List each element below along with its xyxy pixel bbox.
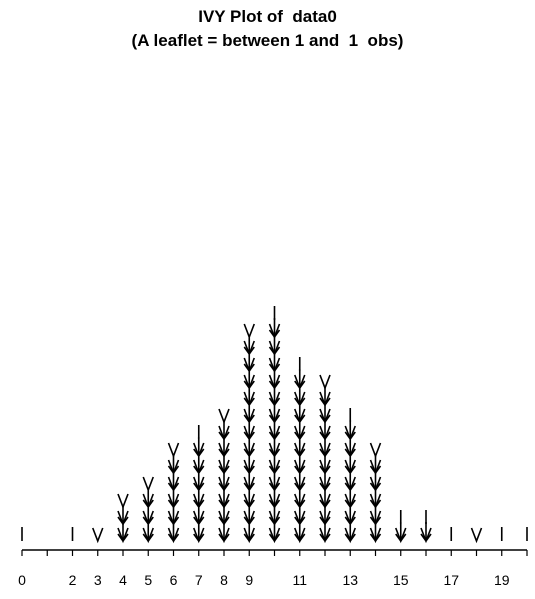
ivy-column bbox=[369, 442, 382, 544]
ivy-column bbox=[117, 493, 129, 544]
ivy-v-leaf bbox=[142, 476, 154, 493]
chart-subtitle: (A leaflet = between 1 and 1 obs) bbox=[131, 31, 404, 50]
ivy-column bbox=[344, 408, 356, 544]
ivy-arrow bbox=[294, 369, 306, 391]
ivy-column bbox=[167, 442, 180, 544]
ivy-arrow bbox=[344, 420, 356, 442]
ivy-column bbox=[243, 323, 255, 544]
ivy-arrow bbox=[268, 318, 281, 340]
ivy-column bbox=[420, 510, 432, 544]
ivy-v-leaf bbox=[117, 493, 129, 510]
x-tick-label: 13 bbox=[342, 572, 358, 588]
x-tick-label: 8 bbox=[220, 572, 228, 588]
ivy-column bbox=[142, 476, 154, 544]
ivy-arrow bbox=[193, 437, 205, 459]
ivy-arrow bbox=[395, 522, 407, 544]
ivy-v-leaf bbox=[167, 442, 180, 459]
x-tick-label: 15 bbox=[393, 572, 409, 588]
x-tick-label: 11 bbox=[292, 572, 307, 588]
ivy-column bbox=[92, 527, 104, 544]
ivy-v-leaf bbox=[92, 527, 104, 544]
x-tick-label: 17 bbox=[443, 572, 459, 588]
ivy-column bbox=[319, 374, 331, 544]
ivy-column bbox=[268, 306, 281, 544]
x-tick-label: 7 bbox=[195, 572, 203, 588]
chart-title: IVY Plot of data0 bbox=[198, 7, 337, 26]
x-tick-label: 2 bbox=[69, 572, 77, 588]
ivy-v-leaf bbox=[369, 442, 382, 459]
ivy-v-leaf bbox=[470, 527, 483, 544]
ivy-v-leaf bbox=[243, 323, 255, 340]
ivy-column bbox=[395, 510, 407, 544]
x-tick-label: 0 bbox=[18, 572, 26, 588]
x-tick-label: 3 bbox=[94, 572, 102, 588]
ivy-arrow bbox=[420, 522, 432, 544]
ivy-columns bbox=[21, 306, 528, 544]
ivy-column bbox=[470, 527, 483, 544]
ivy-v-leaf bbox=[218, 408, 230, 425]
ivy-v-leaf bbox=[319, 374, 331, 391]
x-tick-label: 9 bbox=[245, 572, 253, 588]
x-tick-label: 5 bbox=[144, 572, 152, 588]
ivy-column bbox=[193, 425, 205, 544]
x-axis: 0 2 3 4 5 6 7 8 9 11 13 15 17 19 bbox=[18, 549, 528, 588]
x-tick-label: 6 bbox=[170, 572, 178, 588]
ivy-column bbox=[294, 357, 306, 544]
ivy-column bbox=[218, 408, 230, 544]
x-tick-label: 19 bbox=[494, 572, 510, 588]
x-tick-label: 4 bbox=[119, 572, 127, 588]
